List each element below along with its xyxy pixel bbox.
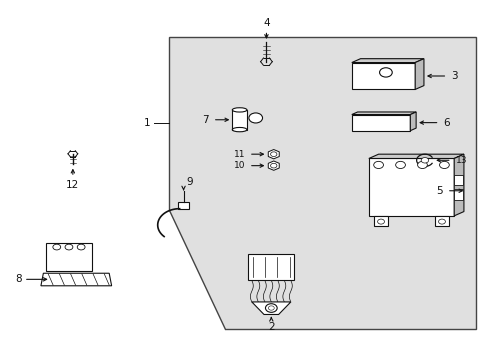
Text: 3: 3	[450, 71, 457, 81]
Bar	[351, 114, 409, 131]
Circle shape	[438, 219, 445, 224]
Polygon shape	[251, 302, 290, 315]
Circle shape	[439, 161, 448, 168]
Polygon shape	[368, 154, 463, 158]
Text: 10: 10	[233, 161, 244, 170]
Polygon shape	[351, 112, 415, 114]
Bar	[368, 158, 453, 216]
Circle shape	[265, 304, 277, 312]
Bar	[453, 189, 462, 200]
Text: 4: 4	[263, 18, 269, 28]
Circle shape	[53, 244, 61, 250]
Text: 6: 6	[443, 118, 449, 128]
Bar	[453, 175, 462, 185]
Bar	[46, 243, 92, 271]
Polygon shape	[409, 112, 415, 131]
Polygon shape	[268, 161, 279, 170]
Circle shape	[417, 161, 427, 168]
Circle shape	[270, 163, 276, 168]
Circle shape	[379, 68, 391, 77]
Bar	[351, 63, 414, 89]
Text: 13: 13	[455, 156, 466, 165]
Bar	[373, 216, 387, 226]
Polygon shape	[351, 59, 423, 63]
Circle shape	[65, 244, 73, 250]
Text: 2: 2	[267, 322, 274, 332]
Text: 5: 5	[435, 186, 442, 196]
Text: 1: 1	[143, 118, 150, 128]
Text: 7: 7	[202, 115, 208, 125]
Polygon shape	[268, 149, 279, 159]
Bar	[177, 202, 189, 209]
Text: 11: 11	[233, 150, 244, 159]
Ellipse shape	[232, 108, 246, 112]
Circle shape	[248, 113, 262, 123]
Bar	[247, 253, 294, 280]
Text: 9: 9	[186, 177, 192, 187]
Polygon shape	[453, 154, 463, 216]
Circle shape	[373, 161, 383, 168]
Bar	[434, 216, 448, 226]
Circle shape	[268, 306, 274, 310]
Polygon shape	[168, 37, 475, 329]
Circle shape	[420, 158, 428, 163]
Circle shape	[377, 219, 384, 224]
Polygon shape	[414, 59, 423, 89]
Circle shape	[77, 244, 85, 250]
Polygon shape	[41, 273, 111, 286]
Text: 8: 8	[15, 274, 21, 284]
Circle shape	[395, 161, 405, 168]
Bar	[232, 110, 246, 130]
Circle shape	[270, 152, 276, 157]
Ellipse shape	[232, 127, 246, 132]
Text: 12: 12	[66, 180, 80, 190]
